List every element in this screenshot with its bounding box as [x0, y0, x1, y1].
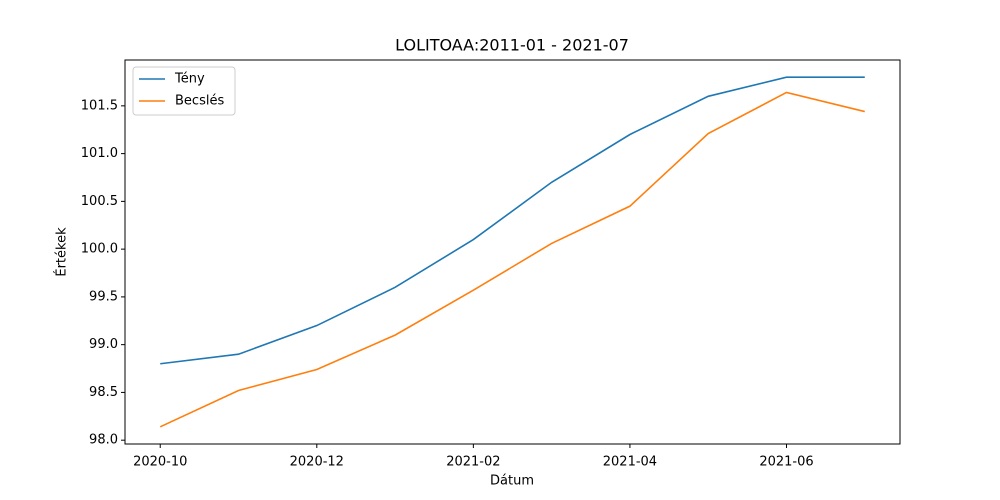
y-tick-label: 100.5	[81, 194, 118, 209]
x-tick-label: 2021-06	[759, 455, 813, 470]
y-axis-label: Értékek	[54, 227, 70, 277]
x-tick-label: 2020-12	[290, 455, 344, 470]
data-line	[159, 91, 865, 428]
y-tick-label: 98.0	[89, 433, 118, 448]
plot-frame	[124, 59, 901, 445]
y-tick-label: 99.5	[89, 289, 118, 304]
y-tick-label: 99.0	[89, 337, 118, 352]
x-tick-label: 2021-02	[446, 455, 500, 470]
x-axis-label: Dátum	[490, 474, 534, 489]
x-tick-label: 2020-10	[133, 455, 187, 470]
legend-label: Tény	[174, 72, 205, 87]
y-tick-label: 98.5	[89, 385, 118, 400]
y-tick-label: 100.0	[81, 242, 118, 257]
data-line	[160, 76, 865, 365]
legend-label: Becslés	[175, 94, 224, 109]
y-tick-label: 101.5	[81, 98, 118, 113]
x-tick-label: 2021-04	[603, 455, 657, 470]
chart-title: LOLITOAA:2011-01 - 2021-07	[395, 36, 629, 55]
y-tick-label: 101.0	[81, 146, 118, 161]
